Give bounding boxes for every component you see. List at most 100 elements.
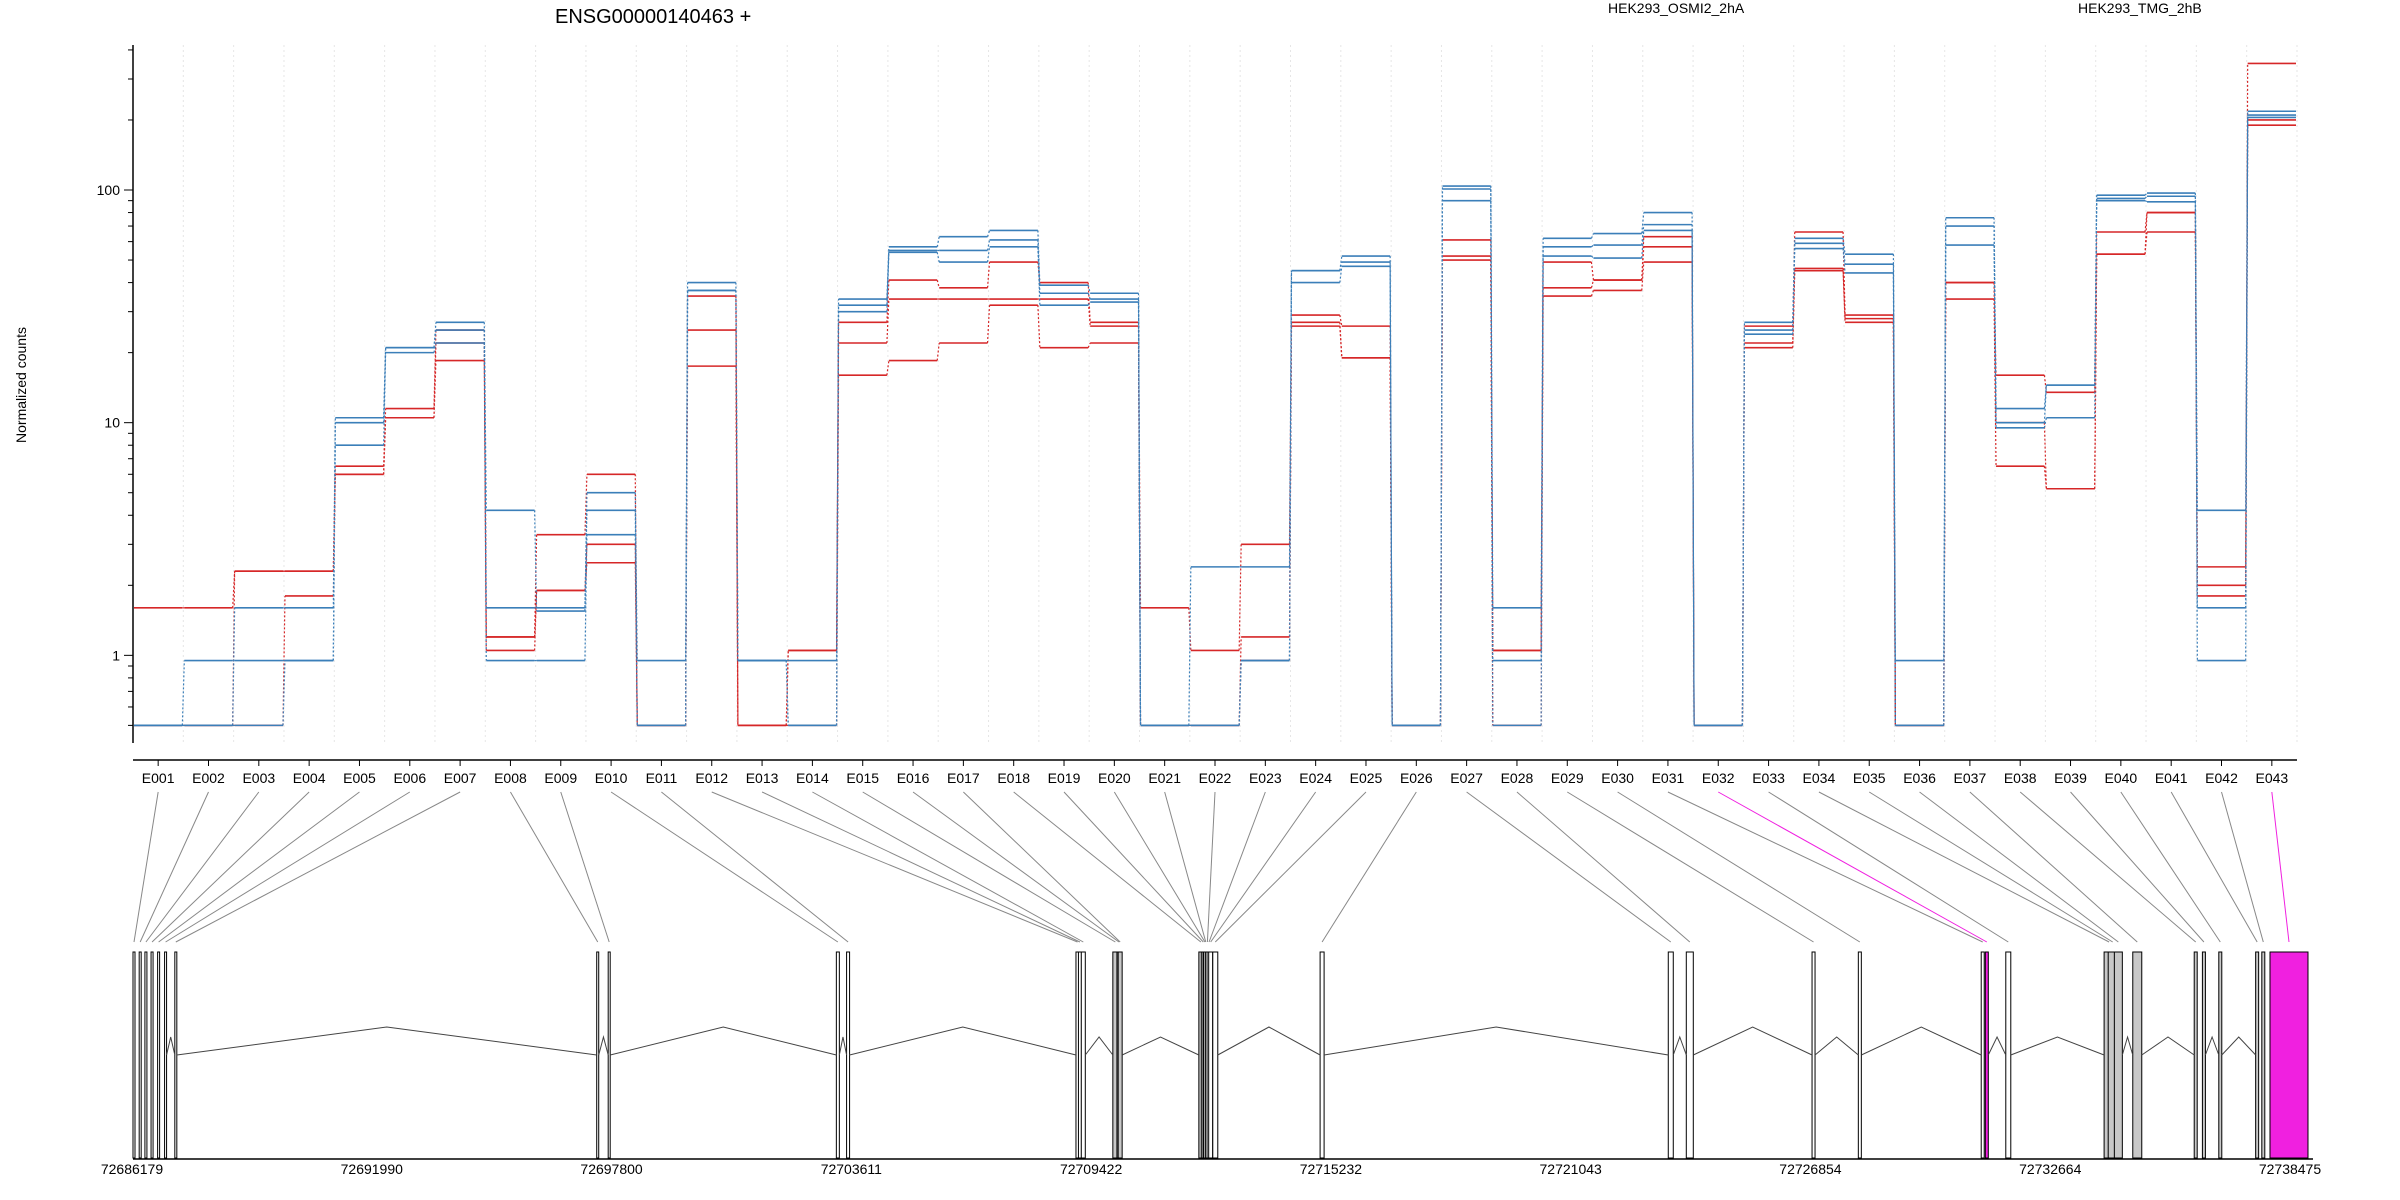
series-HEK293_OSMI2_2hA-1 (134, 119, 2296, 727)
series-join (1490, 200, 1494, 726)
intron-line (1693, 1026, 1813, 1056)
exon-label-E001: E001 (142, 770, 175, 786)
genomic-coordinate-label: 72726854 (1779, 1161, 1842, 1177)
exon-label-E031: E031 (1652, 770, 1685, 786)
series-join (2043, 375, 2047, 393)
connector-E034 (1818, 791, 2110, 943)
intron-line (1121, 1036, 1200, 1056)
exon-label-E022: E022 (1199, 770, 1232, 786)
connector-E011 (661, 791, 849, 943)
exon-label-E014: E014 (796, 770, 829, 786)
connector-E033 (1768, 791, 2009, 943)
exon-label-E026: E026 (1400, 770, 1433, 786)
exon-block-E025 (1212, 951, 1219, 1159)
series-join (1087, 301, 1091, 306)
series-join (1087, 293, 1091, 300)
series-join (1389, 266, 1393, 726)
legend-entry-osmi2: HEK293_OSMI2_2hA (1608, 0, 1745, 16)
series-join (936, 279, 940, 288)
exon-label-E042: E042 (2205, 770, 2238, 786)
series-HEK293_OSMI2_2hA-2 (134, 124, 2296, 727)
exon-block-E043 (2269, 951, 2309, 1159)
series-join (1339, 326, 1343, 358)
intron-line (2141, 1036, 2195, 1056)
connector-E001 (133, 791, 159, 943)
exon-label-E028: E028 (1501, 770, 1534, 786)
series-join (232, 607, 236, 726)
exon-connectors (133, 791, 2290, 943)
series-join (735, 296, 739, 726)
exon-label-E002: E002 (192, 770, 225, 786)
series-join (1339, 256, 1343, 271)
series-join (1741, 334, 1746, 726)
series-join (1087, 342, 1091, 348)
series-join (282, 660, 286, 726)
series-join (1641, 224, 1645, 246)
exon-block-E030 (1857, 951, 1862, 1159)
connector-E028 (1516, 791, 1691, 943)
exon-block-E004 (150, 951, 154, 1159)
y-tick-label: 1 (112, 647, 120, 663)
exon-label-E043: E043 (2255, 770, 2288, 786)
exon-block-E003 (144, 951, 148, 1159)
series-join (1641, 212, 1645, 234)
series-join (986, 246, 991, 263)
exon-block-E040 (2218, 951, 2223, 1159)
connector-E023 (1208, 791, 1266, 943)
series-join (383, 417, 387, 475)
exon-block-E039 (2201, 951, 2206, 1159)
series-join (483, 343, 487, 661)
series-join (1842, 248, 1846, 274)
series-join (1087, 285, 1091, 294)
series-join (2245, 111, 2249, 511)
exon-label-E005: E005 (343, 770, 376, 786)
connector-E015 (862, 791, 1116, 943)
connector-E018 (1013, 791, 1202, 943)
connector-E010 (610, 791, 839, 943)
series-join (2043, 422, 2047, 489)
series-join (1238, 544, 1242, 651)
exon-block-E037 (2132, 951, 2143, 1159)
series-join (886, 360, 890, 376)
exon-label-E027: E027 (1450, 770, 1483, 786)
connector-E019 (1063, 791, 1204, 943)
connector-E016 (912, 791, 1120, 943)
exon-label-E023: E023 (1249, 770, 1282, 786)
series-join (1792, 270, 1796, 348)
connector-E043 (2271, 791, 2290, 943)
exon-block-E014 (1080, 951, 1086, 1159)
connector-E031 (1667, 791, 1983, 943)
exon-label-E035: E035 (1853, 770, 1886, 786)
series-join (1641, 246, 1645, 281)
connector-E036 (1919, 791, 2119, 943)
series-join (584, 534, 588, 661)
genomic-coordinate-label: 72721043 (1540, 1161, 1603, 1177)
intron-line (2221, 1036, 2257, 1056)
series-join (886, 298, 890, 344)
connector-E009 (560, 791, 610, 943)
series-join (1842, 268, 1846, 319)
exon-block-E033 (2005, 951, 2012, 1159)
exon-label-E030: E030 (1601, 770, 1634, 786)
series-join (684, 290, 689, 726)
series-join (835, 311, 840, 726)
connector-E014 (812, 791, 1084, 943)
chart-title: ENSG00000140463 + (555, 6, 751, 28)
series-join (584, 510, 588, 608)
connector-E017 (963, 791, 1121, 943)
y-tick-label: 10 (104, 415, 120, 431)
exon-block-E042 (2261, 951, 2266, 1159)
exon-label-E041: E041 (2155, 770, 2188, 786)
exon-block-E002 (138, 951, 142, 1159)
genomic-coordinate-label: 72686179 (101, 1161, 164, 1177)
exon-label-E011: E011 (646, 770, 678, 786)
intron-line (1987, 1035, 2007, 1056)
series-join (1188, 566, 1192, 726)
exon-label-E009: E009 (544, 770, 577, 786)
series-join (2144, 212, 2148, 255)
exon-block-E007 (174, 951, 178, 1159)
series-lines (134, 62, 2296, 727)
series-join (936, 252, 940, 263)
connector-E003 (145, 791, 260, 943)
